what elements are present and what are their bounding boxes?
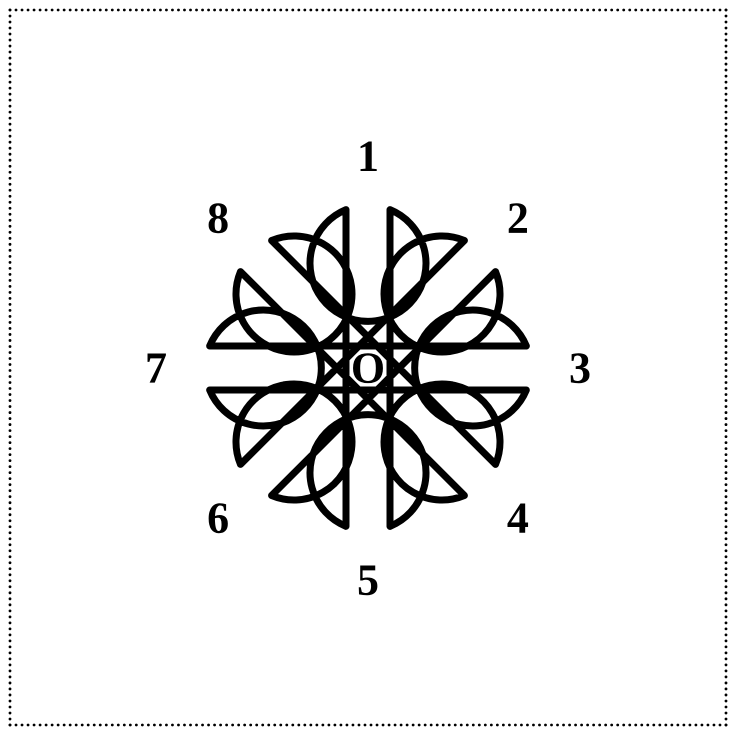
arm-label: 2: [507, 194, 529, 243]
arm-label: 1: [357, 132, 379, 181]
arm-label: 8: [207, 194, 229, 243]
center-label: O: [351, 344, 385, 393]
arm-label: 3: [569, 344, 591, 393]
arm-label: 6: [207, 493, 229, 542]
radial-maze-diagram: O 1 2 3 4 5 6 7 8: [0, 0, 736, 735]
arm-label: 4: [507, 493, 529, 542]
arm-label: 5: [357, 556, 379, 605]
arm-label: 7: [145, 344, 167, 393]
